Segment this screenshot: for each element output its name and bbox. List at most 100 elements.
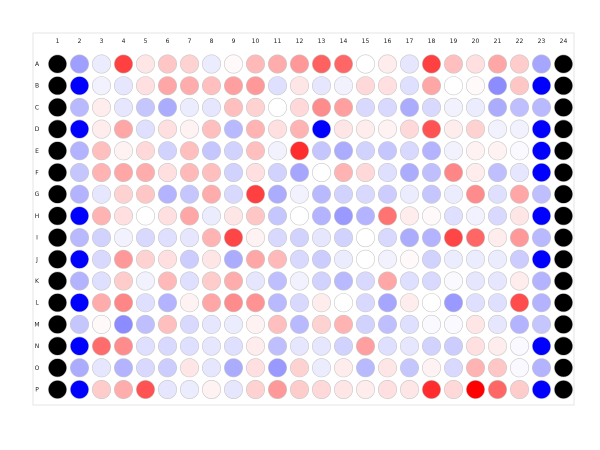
well-D17	[399, 119, 419, 139]
well-E13	[311, 141, 331, 161]
well-H15	[355, 206, 375, 226]
well-K13	[311, 271, 331, 291]
well-C11	[267, 97, 287, 117]
well-E14	[333, 141, 353, 161]
well-K23	[531, 271, 551, 291]
well-F14	[333, 163, 353, 183]
well-I7	[180, 228, 200, 248]
well-D7	[180, 119, 200, 139]
well-H18	[421, 206, 441, 226]
well-J3	[92, 249, 112, 269]
well-K9	[224, 271, 244, 291]
well-C23	[531, 97, 551, 117]
well-E16	[377, 141, 397, 161]
well-O17	[399, 358, 419, 378]
well-G23	[531, 184, 551, 204]
well-C1	[47, 97, 67, 117]
well-I24	[553, 228, 573, 248]
well-G8	[202, 184, 222, 204]
well-E11	[267, 141, 287, 161]
well-L16	[377, 293, 397, 313]
well-L13	[311, 293, 331, 313]
well-K3	[92, 271, 112, 291]
well-J4	[114, 249, 134, 269]
well-C6	[158, 97, 178, 117]
well-G17	[399, 184, 419, 204]
well-J21	[487, 249, 507, 269]
well-L9	[224, 293, 244, 313]
row-label: M	[34, 321, 39, 328]
well-B18	[421, 76, 441, 96]
well-A22	[509, 54, 529, 74]
well-I18	[421, 228, 441, 248]
column-label: 14	[340, 38, 348, 45]
well-L5	[136, 293, 156, 313]
well-N1	[47, 336, 67, 356]
well-J24	[553, 249, 573, 269]
well-I15	[355, 228, 375, 248]
well-P15	[355, 379, 375, 399]
well-L14	[333, 293, 353, 313]
well-B10	[246, 76, 266, 96]
well-K20	[465, 271, 485, 291]
well-C10	[246, 97, 266, 117]
row-label: H	[35, 213, 40, 220]
well-J11	[267, 249, 287, 269]
well-H16	[377, 206, 397, 226]
well-N9	[224, 336, 244, 356]
well-M12	[289, 314, 309, 334]
well-J2	[70, 249, 90, 269]
well-L7	[180, 293, 200, 313]
well-M7	[180, 314, 200, 334]
well-F11	[267, 163, 287, 183]
well-M13	[311, 314, 331, 334]
well-P11	[267, 379, 287, 399]
well-E23	[531, 141, 551, 161]
well-N14	[333, 336, 353, 356]
well-M5	[136, 314, 156, 334]
well-G7	[180, 184, 200, 204]
well-I12	[289, 228, 309, 248]
well-J13	[311, 249, 331, 269]
column-label: 11	[274, 38, 282, 45]
well-K16	[377, 271, 397, 291]
well-M4	[114, 314, 134, 334]
well-O12	[289, 358, 309, 378]
well-A23	[531, 54, 551, 74]
well-N3	[92, 336, 112, 356]
well-B22	[509, 76, 529, 96]
well-O16	[377, 358, 397, 378]
well-P2	[70, 379, 90, 399]
well-E5	[136, 141, 156, 161]
well-E9	[224, 141, 244, 161]
well-B20	[465, 76, 485, 96]
well-E8	[202, 141, 222, 161]
column-label: 20	[472, 38, 480, 45]
well-D15	[355, 119, 375, 139]
well-N2	[70, 336, 90, 356]
well-N6	[158, 336, 178, 356]
well-D12	[289, 119, 309, 139]
column-label: 10	[252, 38, 260, 45]
well-M20	[465, 314, 485, 334]
well-I10	[246, 228, 266, 248]
well-P3	[92, 379, 112, 399]
well-M1	[47, 314, 67, 334]
well-A3	[92, 54, 112, 74]
column-label: 16	[384, 38, 392, 45]
well-F2	[70, 163, 90, 183]
well-P7	[180, 379, 200, 399]
well-P23	[531, 379, 551, 399]
well-N23	[531, 336, 551, 356]
well-E2	[70, 141, 90, 161]
well-P22	[509, 379, 529, 399]
well-N15	[355, 336, 375, 356]
well-C24	[553, 97, 573, 117]
well-E20	[465, 141, 485, 161]
row-label: N	[35, 343, 40, 350]
well-H19	[443, 206, 463, 226]
well-N19	[443, 336, 463, 356]
well-K5	[136, 271, 156, 291]
well-M18	[421, 314, 441, 334]
well-H10	[246, 206, 266, 226]
